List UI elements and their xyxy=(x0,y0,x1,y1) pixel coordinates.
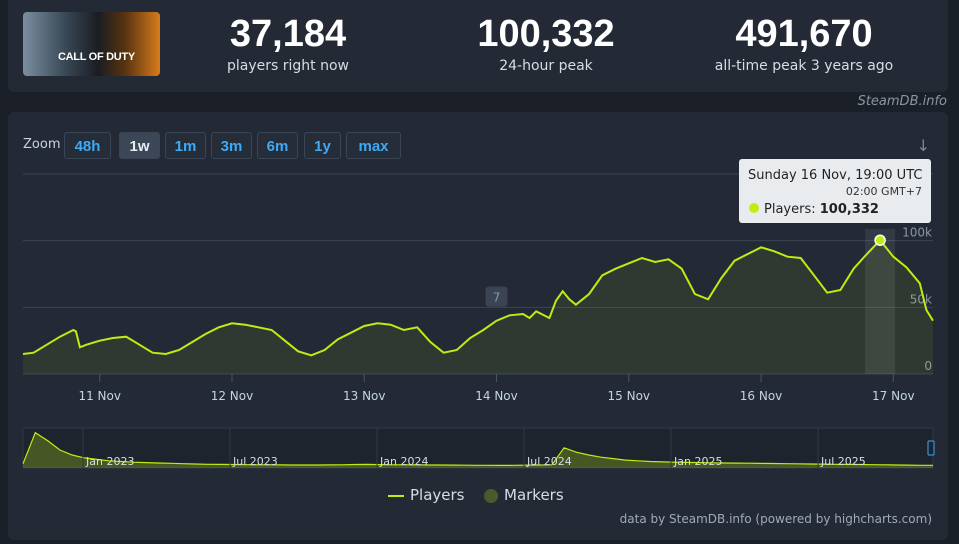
zoom-1w-button[interactable]: 1w xyxy=(119,132,160,159)
tooltip-box xyxy=(739,159,931,223)
zoom-1m-button[interactable]: 1m xyxy=(165,132,206,159)
zoom-1y-button[interactable]: 1y xyxy=(304,132,341,159)
x-tick-label: 17 Nov xyxy=(872,389,915,403)
tooltip-title: Sunday 16 Nov, 19:00 UTC xyxy=(748,168,922,183)
tooltip-series-dot xyxy=(749,203,759,213)
event-flag-label: 7 xyxy=(493,291,501,305)
steamdb-credit[interactable]: SteamDB.info xyxy=(857,94,947,109)
download-icon[interactable]: ↓ xyxy=(916,136,930,155)
stats-bar: CALL OF DUTY 37,184 players right now 10… xyxy=(8,0,948,92)
navigator-bg xyxy=(22,427,934,469)
stat-alltime-peak: 491,670 all-time peak 3 years ago xyxy=(694,12,914,74)
x-tick-label: 11 Nov xyxy=(78,389,121,403)
legend-markers[interactable]: Markers xyxy=(484,486,564,504)
legend-line-icon xyxy=(388,494,404,497)
zoom-3m-button[interactable]: 3m xyxy=(211,132,252,159)
stat-24h-peak-value: 100,332 xyxy=(477,13,615,55)
tooltip-subtitle: 02:00 GMT+7 xyxy=(846,185,922,198)
stat-current-label: players right now xyxy=(227,58,349,74)
zoom-max-button[interactable]: max xyxy=(346,132,401,159)
navigator-tick-label: Jan 2024 xyxy=(379,455,428,468)
main-chart: 0 50k 100k 11 Nov 12 Nov 13 Nov 14 Nov 15 Nov 16… xyxy=(22,159,934,403)
navigator-tick-label: Jul 2023 xyxy=(232,455,278,468)
peak-point xyxy=(874,234,886,246)
zoom-label: Zoom xyxy=(23,137,61,152)
x-tick-label: 12 Nov xyxy=(211,389,254,403)
stat-24h-peak-label: 24-hour peak xyxy=(499,58,593,74)
legend-markers-label: Markers xyxy=(504,486,564,504)
x-tick-label: 14 Nov xyxy=(475,389,518,403)
navigator-tick-label: Jul 2025 xyxy=(820,455,866,468)
x-tick-label: 16 Nov xyxy=(740,389,783,403)
chart-svg[interactable]: 0 50k 100k 11 Nov 12 Nov 13 Nov 14 Nov 15 Nov 16… xyxy=(8,112,948,482)
event-flag xyxy=(485,286,508,307)
legend-marker-icon xyxy=(484,488,498,503)
legend-players-label: Players xyxy=(410,486,465,504)
y-tick-label: 0 xyxy=(924,359,932,373)
x-tick-label: 13 Nov xyxy=(343,389,386,403)
tooltip: Sunday 16 Nov, 19:00 UTC 02:00 GMT+7 Playe… xyxy=(739,159,931,223)
stat-alltime-peak-value: 491,670 xyxy=(735,13,873,55)
tooltip-series: Players: 100,332 xyxy=(764,202,879,217)
navigator-tick-label: Jan 2025 xyxy=(673,455,722,468)
zoom-6m-button[interactable]: 6m xyxy=(257,132,298,159)
navigator-line xyxy=(22,431,933,467)
stat-current-value: 37,184 xyxy=(229,13,347,55)
y-tick-label: 50k xyxy=(910,292,932,306)
footer-credit[interactable]: data by SteamDB.info (powered by highcha… xyxy=(619,512,932,526)
zoom-48h-button[interactable]: 48h xyxy=(64,132,111,159)
chart-panel: Zoom 48h 1w 1m 3m 6m 1y max ↓ 0 50k 100k 11… xyxy=(8,112,948,540)
navigator[interactable]: Jan 2023 Jul 2023 Jan 2024 Jul 2024 Jan 2025… xyxy=(22,427,935,469)
navigator-handle[interactable] xyxy=(927,440,935,456)
navigator-tick-label: Jul 2024 xyxy=(526,455,572,468)
navigator-tick-label: Jan 2023 xyxy=(85,455,134,468)
x-tick-label: 15 Nov xyxy=(608,389,651,403)
stat-24h-peak: 100,332 24-hour peak xyxy=(436,12,656,74)
game-logo[interactable]: CALL OF DUTY xyxy=(23,12,160,76)
game-logo-text: CALL OF DUTY xyxy=(58,51,135,63)
players-line xyxy=(22,238,934,357)
legend-players[interactable]: Players xyxy=(388,486,465,504)
stat-alltime-peak-label: all-time peak 3 years ago xyxy=(714,58,894,74)
players-area xyxy=(23,240,933,374)
stat-current: 37,184 players right now xyxy=(178,12,398,74)
y-tick-label: 100k xyxy=(902,226,932,240)
